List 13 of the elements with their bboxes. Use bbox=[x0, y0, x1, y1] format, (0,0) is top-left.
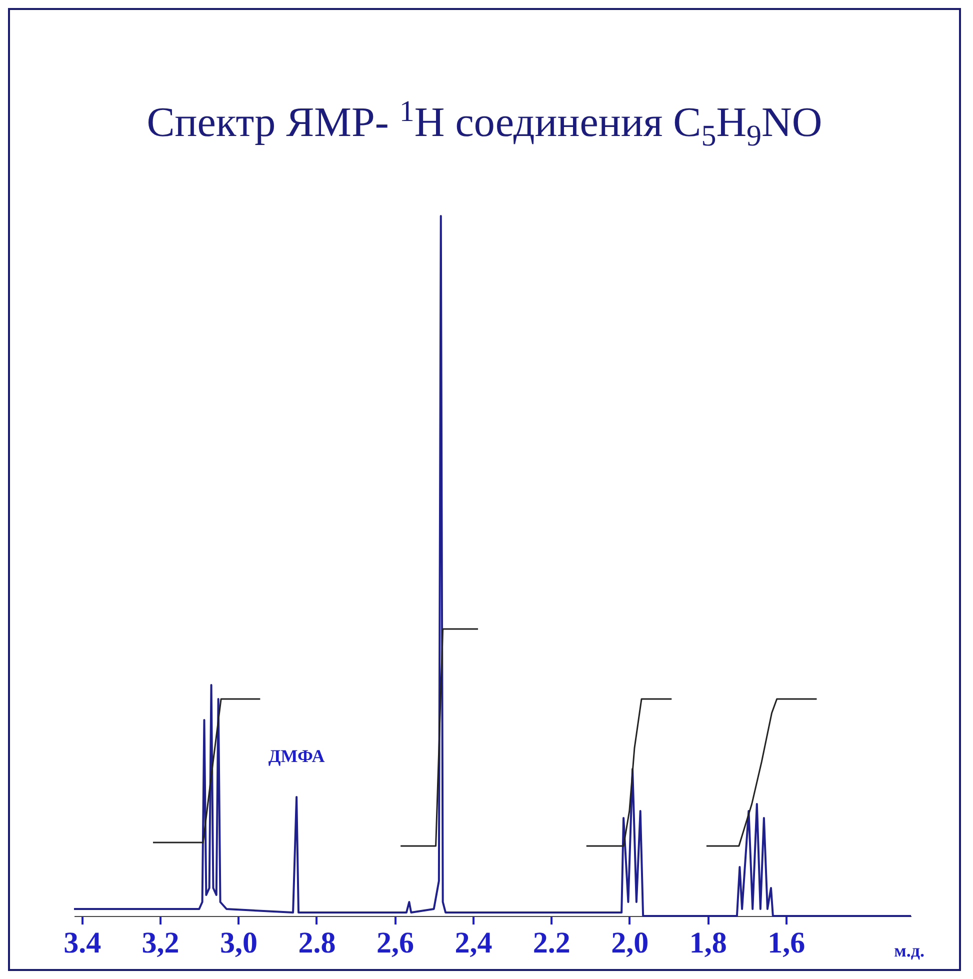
x-tick-label: 2,6 bbox=[376, 926, 414, 960]
x-tick-label: 2.8 bbox=[298, 926, 336, 960]
x-tick-label: 2,0 bbox=[611, 926, 649, 960]
x-tick-label: 1,8 bbox=[689, 926, 727, 960]
x-tick-label: 3,0 bbox=[220, 926, 258, 960]
x-tick-label: 3,2 bbox=[142, 926, 180, 960]
x-tick-label: 3.4 bbox=[64, 926, 102, 960]
x-axis-title: м.д. bbox=[894, 940, 924, 960]
x-tick-label: 1,6 bbox=[768, 926, 806, 960]
x-tick-label: 2,4 bbox=[454, 926, 492, 960]
annotation: ДМФА bbox=[268, 746, 325, 766]
chart-title: Спектр ЯМР- $^{1}$H соединения C$_{5}$H$_{9}$NO bbox=[146, 95, 824, 154]
x-tick-label: 2.2 bbox=[532, 926, 570, 960]
